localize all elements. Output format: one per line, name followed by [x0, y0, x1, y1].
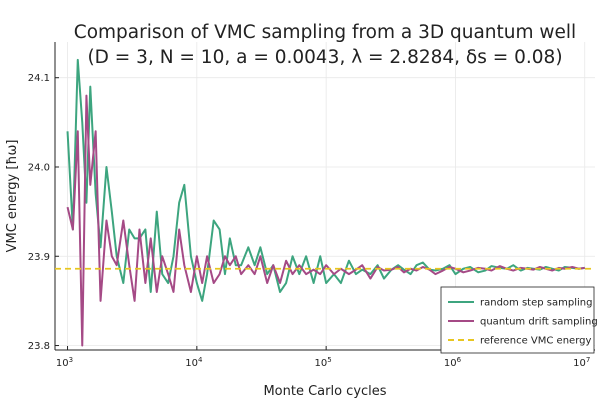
x-tick-label: 103 [56, 356, 73, 369]
x-tick-label: 105 [315, 356, 332, 369]
y-tick-label: 24.1 [28, 73, 50, 84]
series-line-quantum-drift-sampling [66, 94, 585, 347]
y-axis-label: VMC energy [ħω] [5, 140, 20, 253]
chart-subtitle: (D = 3, N = 10, a = 0.0043, λ = 2.8284, … [87, 47, 562, 68]
y-tick-label: 24.0 [28, 162, 50, 173]
ticks: 103 104 105 106 107 23.8 23.9 24.0 24.1 [28, 73, 591, 369]
y-tick-label: 23.9 [28, 252, 50, 263]
series-layer [55, 58, 595, 347]
x-tick-label: 107 [573, 356, 590, 369]
legend: random step sampling quantum drift sampli… [440, 286, 598, 354]
chart-title: Comparison of VMC sampling from a 3D qua… [74, 22, 576, 43]
x-axis-label: Monte Carlo cycles [263, 384, 386, 399]
legend-label-reference-vmc-energy: reference VMC energy [480, 336, 591, 347]
legend-label-quantum-drift-sampling: quantum drift sampling [480, 317, 598, 328]
legend-label-random-step-sampling: random step sampling [480, 298, 592, 309]
x-tick-label: 106 [444, 356, 462, 369]
x-tick-label: 104 [185, 356, 203, 369]
y-tick-label: 23.8 [28, 341, 50, 352]
